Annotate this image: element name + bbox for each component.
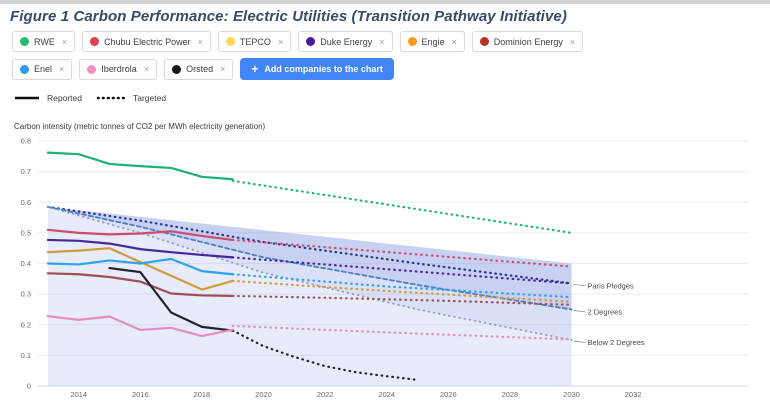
remove-company-icon[interactable]: × [277,36,284,47]
company-chip-label: Iberdrola [101,64,137,74]
x-tick-label: 2028 [502,390,519,399]
targeted-line-sample [96,96,126,100]
y-tick-label: 0.3 [21,290,31,299]
y-axis-label: Carbon intensity (metric tonnes of CO2 p… [14,122,266,131]
legend-reported-label: Reported [47,93,82,103]
company-color-dot [225,37,235,46]
line-engie-reported [46,247,234,291]
legend-targeted-label: Targeted [132,93,167,103]
carbon-intensity-chart: 0 0.1 0.2 0.3 0.4 0.5 0.6 0.7 0.8 2014 2016 2018 202… [21,137,748,399]
y-tick-label: 0.8 [21,137,31,146]
x-tick-label: 2026 [440,390,457,399]
x-tick-label: 2030 [563,390,580,399]
benchmark-label-connector [573,284,586,287]
plus-icon: + [251,62,259,76]
x-tick-label: 2022 [317,390,334,399]
benchmark-band-base [47,206,572,386]
benchmark-line-2-degrees [47,205,573,311]
remove-company-icon[interactable]: × [61,36,68,47]
y-tick-label: 0.1 [21,351,31,360]
remove-company-icon[interactable]: × [569,36,576,47]
remove-company-icon[interactable]: × [379,36,385,47]
company-color-dot [87,64,97,74]
remove-company-icon[interactable]: × [220,64,226,74]
legend-reported: Reported [14,93,82,103]
company-chip-engie[interactable]: Engie × [399,31,465,52]
company-chip-tepco[interactable]: TEPCO × [217,31,292,52]
company-color-dot [479,37,489,46]
remove-company-icon[interactable]: × [451,36,457,47]
x-tick-label: 2020 [255,390,272,399]
company-chip-rwe[interactable]: RWE × [12,31,76,52]
company-chip-duke-energy[interactable]: Duke Energy × [298,31,393,52]
benchmark-label-below-2-degrees: Below 2 Degrees [588,338,645,347]
company-color-dot [90,37,100,46]
company-color-dot [407,37,417,46]
company-color-dot [20,37,29,46]
line-enel-reported [46,257,234,276]
company-color-dot [172,64,182,74]
line-duke-energy-reported [46,238,234,259]
remove-company-icon[interactable]: × [197,36,203,47]
line-rwe-reported [46,151,234,181]
benchmark-label-connector [573,340,586,343]
line-iberdrola-reported [46,315,234,338]
top-border [0,0,770,4]
company-chip-dominion-energy[interactable]: Dominion Energy × [471,31,584,52]
benchmark-label-connector [573,310,586,313]
company-chip-chubu-electric-power[interactable]: Chubu Electric Power × [82,31,211,52]
company-chip-label: RWE [34,36,55,47]
reported-line-sample [15,96,39,100]
company-color-dot [306,37,316,46]
y-tick-label: 0.2 [21,320,31,329]
benchmark-line-below-2-degrees [47,205,573,341]
y-tick-label: 0.4 [21,259,31,268]
company-chips: RWE × Chubu Electric Power × TEPCO × Duke Ener… [12,31,630,80]
y-tick-label: 0.6 [21,198,31,207]
company-chip-iberdrola[interactable]: Iberdrola × [79,58,158,80]
company-chip-label: Dominion Energy [493,36,563,47]
company-chip-label: Chubu Electric Power [104,36,191,47]
company-chip-enel[interactable]: Enel × [12,58,73,80]
line-chubu-electric-power-reported [46,228,234,242]
x-tick-label: 2016 [132,390,149,399]
company-chip-label: Orsted [186,64,214,74]
x-tick-label: 2018 [194,390,211,399]
y-tick-label: 0.7 [21,167,31,176]
legend-targeted: Targeted [96,93,166,103]
company-chip-label: Enel [34,64,53,74]
page-title: Figure 1 Carbon Performance: Electric Ut… [10,8,567,25]
x-tick-label: 2014 [70,390,87,399]
line-rwe-targeted [231,179,573,234]
line-style-legend: Reported Targeted [14,93,166,103]
add-companies-button[interactable]: + Add companies to the chart [240,58,394,80]
company-chip-label: Duke Energy [320,36,373,47]
benchmark-band-mid [47,206,572,341]
company-chip-label: TEPCO [239,36,271,47]
x-tick-label: 2024 [378,390,395,399]
line-orsted-targeted [231,329,419,381]
company-chip-orsted[interactable]: Orsted × [164,58,234,80]
y-tick-label: 0 [27,382,31,391]
remove-company-icon[interactable]: × [143,64,150,74]
x-tick-label: 2032 [625,390,642,399]
remove-company-icon[interactable]: × [59,64,65,74]
add-companies-button-label: Add companies to the chart [264,64,383,74]
benchmark-label-paris-pledges: Paris Pledges [588,281,635,290]
line-orsted-reported [108,266,234,332]
line-dominion-energy-reported [46,272,234,298]
benchmark-label-2-degrees: 2 Degrees [588,307,623,316]
benchmark-line-paris-pledges [46,205,573,285]
y-tick-label: 0.5 [21,228,31,237]
company-chip-label: Engie [421,36,445,47]
company-color-dot [20,64,29,74]
